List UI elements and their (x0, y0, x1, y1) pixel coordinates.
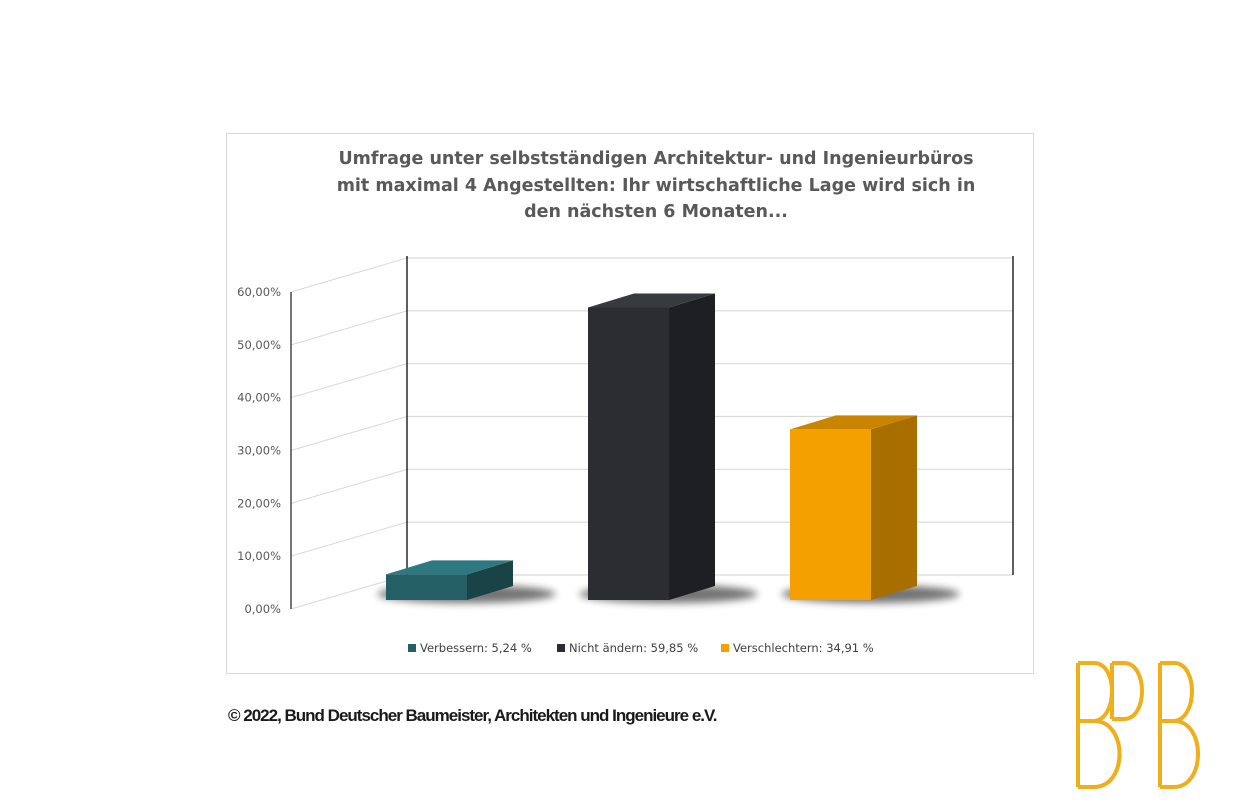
gridline-side (290, 363, 408, 399)
legend-swatch (408, 644, 416, 652)
y-tick-label: 50,00% (237, 338, 281, 352)
chart-title: Umfrage unter selbstständigen Architektu… (336, 149, 976, 222)
bar-top-verschlechtern (790, 415, 917, 430)
gridline-side (290, 257, 408, 293)
bar-top-nicht-ndern (588, 293, 715, 308)
gridline-side (290, 310, 408, 346)
gridline-side (290, 521, 408, 557)
legend-swatch (557, 644, 565, 652)
legend-label: Nicht ändern: 59,85 % (569, 641, 698, 655)
bar-side-verbessern (467, 560, 513, 600)
y-tick-label: 60,00% (237, 285, 281, 299)
bar-verbessern (386, 574, 467, 600)
bar-top-verbessern (386, 560, 513, 575)
legend-label: Verschlechtern: 34,91 % (733, 641, 874, 655)
bdb-logo (1076, 661, 1200, 789)
bar-nicht-ndern (588, 307, 669, 600)
y-tick-label: 40,00% (237, 391, 281, 405)
legend-label: Verbessern: 5,24 % (420, 641, 532, 655)
y-tick-label: 0,00% (244, 602, 281, 616)
bar-side-nicht-ndern (669, 293, 715, 600)
gridline-side (290, 468, 408, 504)
copyright-text: © 2022, Bund Deutscher Baumeister, Archi… (228, 706, 717, 725)
y-tick-label: 20,00% (237, 496, 281, 510)
bar-side-verschlechtern (871, 415, 917, 600)
gridline-side (290, 416, 408, 451)
y-tick-label: 30,00% (237, 444, 281, 458)
y-tick-label: 10,00% (237, 549, 281, 563)
bar-verschlechtern (790, 429, 871, 600)
legend-swatch (721, 644, 729, 652)
